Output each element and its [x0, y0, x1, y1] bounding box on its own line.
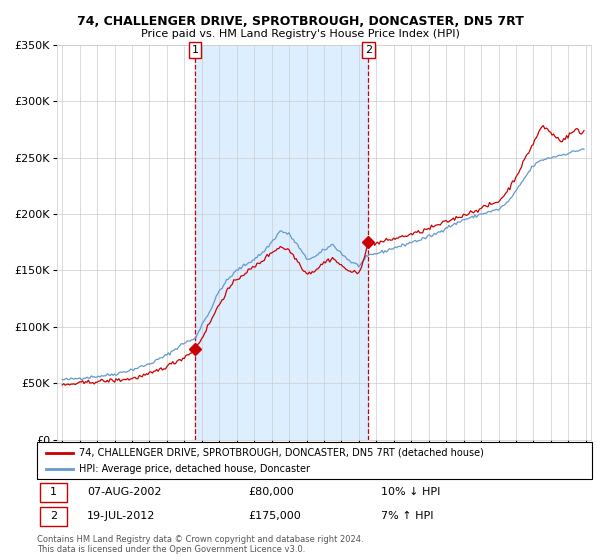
Text: 7% ↑ HPI: 7% ↑ HPI — [382, 511, 434, 521]
Text: 74, CHALLENGER DRIVE, SPROTBROUGH, DONCASTER, DN5 7RT (detached house): 74, CHALLENGER DRIVE, SPROTBROUGH, DONCA… — [79, 447, 484, 458]
Bar — [40, 507, 67, 526]
Bar — [195, 45, 368, 440]
Text: 74, CHALLENGER DRIVE, SPROTBROUGH, DONCASTER, DN5 7RT: 74, CHALLENGER DRIVE, SPROTBROUGH, DONCA… — [77, 15, 523, 28]
Bar — [40, 483, 67, 502]
Text: £175,000: £175,000 — [248, 511, 301, 521]
Text: 1: 1 — [191, 45, 199, 55]
Text: 1: 1 — [50, 487, 57, 497]
Text: This data is licensed under the Open Government Licence v3.0.: This data is licensed under the Open Gov… — [37, 545, 305, 554]
Text: 07-AUG-2002: 07-AUG-2002 — [87, 487, 161, 497]
Text: Contains HM Land Registry data © Crown copyright and database right 2024.: Contains HM Land Registry data © Crown c… — [37, 535, 364, 544]
Text: 10% ↓ HPI: 10% ↓ HPI — [382, 487, 440, 497]
Text: Price paid vs. HM Land Registry's House Price Index (HPI): Price paid vs. HM Land Registry's House … — [140, 29, 460, 39]
Text: HPI: Average price, detached house, Doncaster: HPI: Average price, detached house, Donc… — [79, 464, 310, 474]
Text: 2: 2 — [50, 511, 57, 521]
Text: 19-JUL-2012: 19-JUL-2012 — [87, 511, 155, 521]
Text: 2: 2 — [365, 45, 372, 55]
Text: £80,000: £80,000 — [248, 487, 294, 497]
